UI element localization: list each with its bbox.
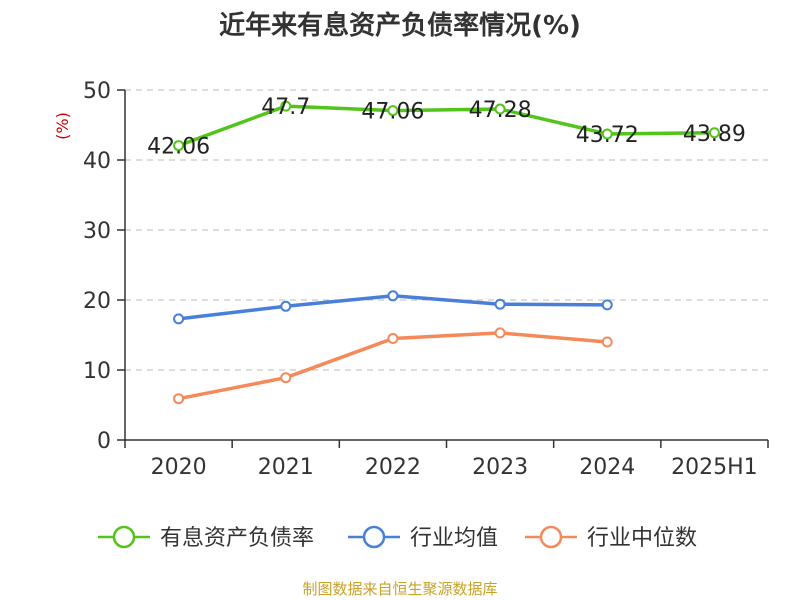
- data-label: 42.06: [147, 135, 210, 160]
- x-tick-label: 2025H1: [671, 455, 758, 480]
- data-point: [601, 299, 613, 311]
- y-tick-label: 20: [83, 289, 111, 314]
- x-tick-label: 2020: [151, 455, 207, 480]
- series-group: 42.06 47.7 47.06 47.28 43.72 43.89: [147, 95, 746, 405]
- x-tick-label: 2021: [258, 455, 314, 480]
- chart-title: 近年来有息资产负债率情况(%): [219, 10, 581, 41]
- x-tick-label: 2024: [579, 455, 635, 480]
- data-label: 47.28: [469, 98, 532, 123]
- data-label: 47.06: [361, 100, 424, 125]
- legend-label: 行业中位数: [587, 526, 697, 551]
- y-tick-label: 0: [97, 429, 111, 454]
- data-point: [387, 333, 399, 344]
- x-tick-label: 2022: [365, 455, 421, 480]
- y-axis-label: (%): [53, 112, 72, 140]
- legend-label: 行业均值: [410, 526, 498, 551]
- axes: 0 10 20 30 40 50 2020 2021 2022 2023 2024 2025H1: [83, 79, 769, 480]
- y-tick-label: 30: [83, 219, 111, 244]
- legend-marker: [112, 525, 136, 549]
- data-point: [387, 105, 399, 117]
- series-line-1: [177, 104, 715, 148]
- data-point: [173, 313, 185, 325]
- data-point: [494, 103, 506, 115]
- data-label: 43.89: [683, 122, 746, 147]
- y-tick-label: 10: [83, 359, 111, 384]
- source-note: 制图数据来自恒生聚源数据库: [302, 580, 497, 598]
- data-point: [708, 127, 720, 139]
- y-tick-label: 40: [83, 149, 111, 174]
- data-point: [173, 393, 185, 405]
- data-point: [280, 300, 292, 312]
- data-point: [494, 298, 506, 310]
- data-point: [387, 290, 399, 302]
- data-point: [494, 327, 506, 339]
- y-tick-label: 50: [83, 79, 111, 104]
- legend-label: 有息资产负债率: [160, 526, 314, 551]
- data-label: 47.7: [261, 95, 310, 120]
- x-tick-label: 2023: [472, 455, 528, 480]
- legend-marker: [362, 525, 386, 549]
- data-point: [173, 140, 185, 152]
- data-point: [601, 336, 613, 348]
- data-point: [601, 128, 613, 140]
- legend-marker: [539, 525, 563, 549]
- data-point: [280, 100, 292, 112]
- data-label: 43.72: [576, 123, 639, 148]
- legend: 有息资产负债率 行业均值 行业中位数: [98, 525, 697, 551]
- data-point: [280, 372, 292, 384]
